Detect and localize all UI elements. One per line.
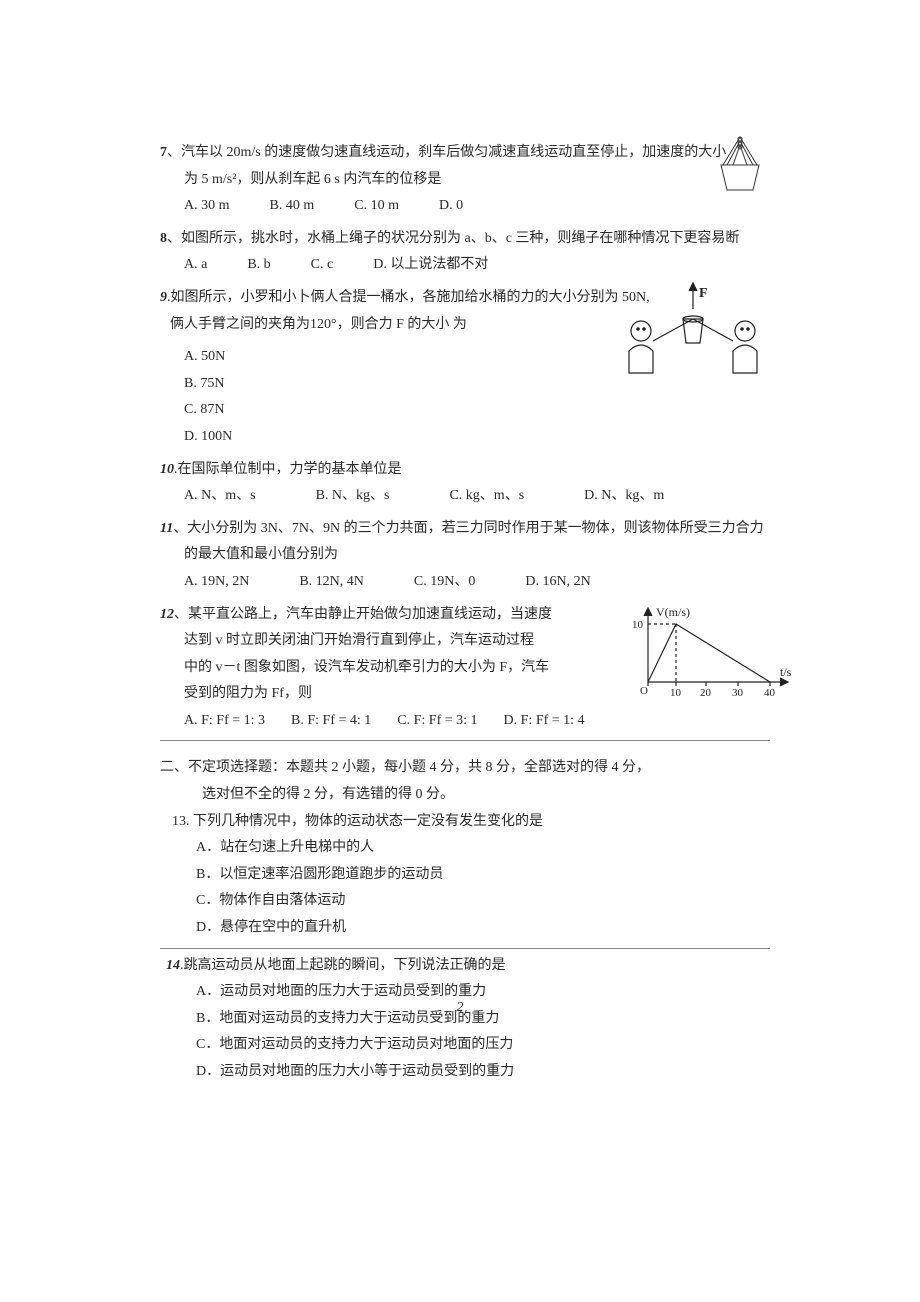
q12-origin: O xyxy=(640,685,648,697)
q11-opt-d: D. 16N, 2N xyxy=(525,569,590,596)
q8-opt-d: D. 以上说法都不对 xyxy=(373,252,488,279)
question-9: 9.如图所示，小罗和小卜俩人合提一桶水，各施加给水桶的力的大小分别为 50N, … xyxy=(160,285,770,451)
q7-text1: 、汽车以 20m/s 的速度做匀速直线运动，刹车后做匀减速直线运动直至停止，加速… xyxy=(167,145,726,160)
q7-options: A. 30 m B. 40 m C. 10 m D. 0 xyxy=(160,193,770,220)
question-7: 7、汽车以 20m/s 的速度做匀速直线运动，刹车后做匀减速直线运动直至停止，加… xyxy=(160,140,770,220)
q14-opt-a: A．运动员对地面的压力大于运动员受到的重力 xyxy=(196,979,770,1006)
q10-opt-b: B. N、kg、s xyxy=(316,483,390,510)
q12-opt-a: A. F: Ff = 1: 3 xyxy=(184,708,265,735)
q13-opt-a: A．站在匀速上升电梯中的人 xyxy=(196,835,770,862)
q11-num: 11 xyxy=(160,521,173,536)
q11-text2: 的最大值和最小值分别为 xyxy=(160,542,770,569)
question-8: 8、如图所示，挑水时，水桶上绳子的状况分别为 a、b、c 三种，则绳子在哪种情况… xyxy=(160,226,770,279)
q8-figure-icon xyxy=(713,135,768,195)
q13-options: A．站在匀速上升电梯中的人 B．以恒定速率沿圆形跑道跑步的运动员 C．物体作自由… xyxy=(160,835,770,941)
q13-opt-b: B．以恒定速率沿圆形跑道跑步的运动员 xyxy=(196,862,770,889)
q12-ymax: 10 xyxy=(632,619,644,631)
q7-text2: 为 5 m/s²，则从刹车起 6 s 内汽车的位移是 xyxy=(160,167,770,194)
q13-num: 13 xyxy=(172,814,186,829)
q11-line1: 11、大小分别为 3N、7N、9N 的三个力共面，若三力同时作用于某一物体，则该… xyxy=(160,516,770,543)
q14-num: 14 xyxy=(166,958,180,973)
q7-opt-a: A. 30 m xyxy=(184,193,230,220)
q10-text: .在国际单位制中，力学的基本单位是 xyxy=(174,462,402,477)
q12-num: 12 xyxy=(160,607,174,622)
q7-opt-c: C. 10 m xyxy=(354,193,399,220)
q9-options: A. 50N B. 75N C. 87N D. 100N xyxy=(160,344,444,450)
q11-opt-a: A. 19N, 2N xyxy=(184,569,249,596)
q10-line: 10.在国际单位制中，力学的基本单位是 xyxy=(160,457,770,484)
divider-2 xyxy=(160,948,770,949)
q12-x20: 20 xyxy=(700,687,712,699)
q12-xlabel: t/s xyxy=(780,665,792,679)
q7-opt-d: D. 0 xyxy=(439,193,463,220)
q12-vt-graph: V(m/s) t/s 10 O 10 20 30 40 xyxy=(620,602,800,702)
q7-num: 7 xyxy=(160,145,167,160)
q12-x30: 30 xyxy=(732,687,744,699)
q12-opt-c: C. F: Ff = 3: 1 xyxy=(397,708,477,735)
divider xyxy=(160,740,770,741)
section-2-heading: 二、不定项选择题：本题共 2 小题，每小题 4 分，共 8 分，全部选对的得 4… xyxy=(160,749,770,808)
q8-opt-a: A. a xyxy=(184,252,207,279)
q9-opt-a: A. 50N xyxy=(184,344,284,371)
q12-x40: 40 xyxy=(764,687,776,699)
q11-options: A. 19N, 2N B. 12N, 4N C. 19N、0 D. 16N, 2… xyxy=(160,569,770,596)
q9-figure-icon: F xyxy=(605,281,780,381)
q10-opt-d: D. N、kg、m xyxy=(584,483,664,510)
q12-opt-b: B. F: Ff = 4: 1 xyxy=(291,708,371,735)
q11-opt-c: C. 19N、0 xyxy=(414,569,475,596)
q14-opt-c: C．地面对运动员的支持力大于运动员对地面的压力 xyxy=(196,1032,770,1059)
q12-opt-d: D. F: Ff = 1: 4 xyxy=(504,708,585,735)
q14-line: 14.跳高运动员从地面上起跳的瞬间，下列说法正确的是 xyxy=(160,953,770,980)
q13-text: . 下列几种情况中，物体的运动状态一定没有发生变化的是 xyxy=(186,814,543,829)
question-12: 12、某平直公路上，汽车由静止开始做匀加速直线运动，当速度 达到 v 时立即关闭… xyxy=(160,602,770,735)
q11-text1: 、大小分别为 3N、7N、9N 的三个力共面，若三力同时作用于某一物体，则该物体… xyxy=(173,521,763,536)
q8-line: 8、如图所示，挑水时，水桶上绳子的状况分别为 a、b、c 三种，则绳子在哪种情况… xyxy=(160,226,770,253)
q12-text1: 、某平直公路上，汽车由静止开始做匀加速直线运动，当速度 xyxy=(174,607,552,622)
q11-opt-b: B. 12N, 4N xyxy=(299,569,364,596)
q9-opt-c: C. 87N xyxy=(184,397,284,424)
question-14: 14.跳高运动员从地面上起跳的瞬间，下列说法正确的是 A．运动员对地面的压力大于… xyxy=(160,953,770,1086)
q10-opt-a: A. N、m、s xyxy=(184,483,256,510)
question-10: 10.在国际单位制中，力学的基本单位是 A. N、m、s B. N、kg、s C… xyxy=(160,457,770,510)
q13-opt-c: C．物体作自由落体运动 xyxy=(196,888,770,915)
q14-options: A．运动员对地面的压力大于运动员受到的重力 B．地面对运动员的支持力大于运动员受… xyxy=(160,979,770,1085)
q9-force-label: F xyxy=(699,286,708,301)
q9-text1: .如图所示，小罗和小卜俩人合提一桶水，各施加给水桶的力的大小分别为 50N, xyxy=(167,290,650,305)
sec2-line1: 二、不定项选择题：本题共 2 小题，每小题 4 分，共 8 分，全部选对的得 4… xyxy=(160,755,770,782)
question-13: 13. 下列几种情况中，物体的运动状态一定没有发生变化的是 A．站在匀速上升电梯… xyxy=(160,809,770,942)
q9-num: 9 xyxy=(160,290,167,305)
q10-num: 10 xyxy=(160,462,174,477)
q7-opt-b: B. 40 m xyxy=(270,193,315,220)
sec2-line2: 选对但不全的得 2 分，有选错的得 0 分。 xyxy=(160,782,770,809)
q8-options: A. a B. b C. c D. 以上说法都不对 xyxy=(160,252,770,279)
q12-options: A. F: Ff = 1: 3 B. F: Ff = 4: 1 C. F: Ff… xyxy=(160,708,770,735)
exam-page: 7、汽车以 20m/s 的速度做匀速直线运动，刹车后做匀减速直线运动直至停止，加… xyxy=(0,0,920,1302)
q12-ylabel: V(m/s) xyxy=(656,605,690,619)
q14-text: .跳高运动员从地面上起跳的瞬间，下列说法正确的是 xyxy=(180,958,506,973)
q13-line: 13. 下列几种情况中，物体的运动状态一定没有发生变化的是 xyxy=(160,809,770,836)
q8-opt-c: C. c xyxy=(311,252,334,279)
q9-opt-b: B. 75N xyxy=(184,371,284,398)
q14-opt-d: D．运动员对地面的压力大小等于运动员受到的重力 xyxy=(196,1059,770,1086)
q10-options: A. N、m、s B. N、kg、s C. kg、m、s D. N、kg、m xyxy=(160,483,770,510)
question-11: 11、大小分别为 3N、7N、9N 的三个力共面，若三力同时作用于某一物体，则该… xyxy=(160,516,770,596)
q7-line1: 7、汽车以 20m/s 的速度做匀速直线运动，刹车后做匀减速直线运动直至停止，加… xyxy=(160,140,770,167)
page-number: 2 xyxy=(457,995,464,1022)
q9-opt-d: D. 100N xyxy=(184,424,284,451)
q12-x10: 10 xyxy=(670,687,682,699)
q8-opt-b: B. b xyxy=(247,252,270,279)
q8-num: 8 xyxy=(160,231,167,246)
q8-text: 、如图所示，挑水时，水桶上绳子的状况分别为 a、b、c 三种，则绳子在哪种情况下… xyxy=(167,231,739,246)
q13-opt-d: D．悬停在空中的直升机 xyxy=(196,915,770,942)
q14-opt-b: B．地面对运动员的支持力大于运动员受到的重力 xyxy=(196,1006,770,1033)
q10-opt-c: C. kg、m、s xyxy=(449,483,524,510)
